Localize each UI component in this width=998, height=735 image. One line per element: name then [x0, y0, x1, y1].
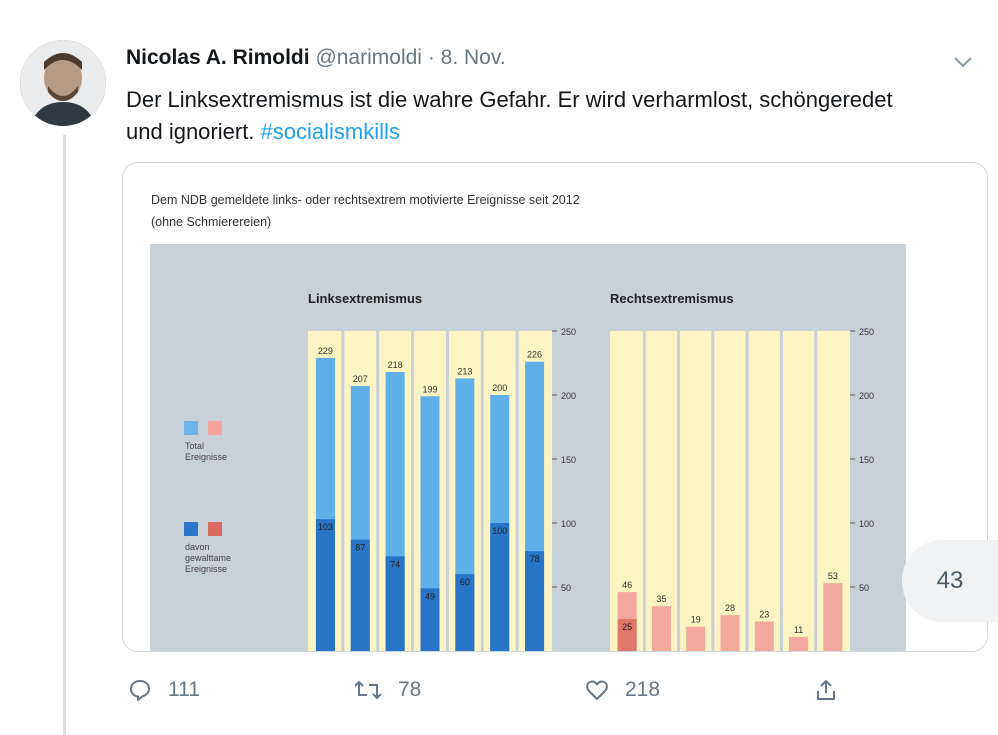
legend-swatch [184, 522, 198, 536]
media-card[interactable]: Dem NDB gemeldete links- oder rechtsextr… [122, 162, 988, 652]
legend-swatch [208, 522, 222, 536]
reply-count: 111 [168, 678, 200, 701]
bar-total-label: 218 [388, 360, 403, 370]
legend-label: Total [185, 441, 204, 451]
legend-swatch [184, 421, 198, 435]
avatar[interactable] [20, 40, 106, 126]
legend-label: davon [185, 542, 210, 552]
bar-total-label: 213 [457, 366, 472, 376]
bar-violent [490, 523, 510, 651]
heart-icon [586, 680, 608, 700]
bar-total [789, 636, 809, 651]
bar-violent-label: 103 [318, 522, 333, 532]
bar-violent-label: 78 [530, 554, 540, 564]
bar-total [754, 621, 774, 651]
y-tick-label: 250 [561, 327, 576, 337]
legend-label: gewalttame [185, 553, 231, 563]
author-handle[interactable]: @narimoldi [315, 46, 422, 69]
bar-violent-label: 25 [622, 622, 632, 632]
tweet-date[interactable]: 8. Nov. [440, 46, 506, 69]
legend-label: Ereignisse [185, 564, 227, 574]
bar-total-label: 53 [828, 571, 838, 581]
y-tick-label: 100 [561, 519, 576, 529]
chart: Dem NDB gemeldete links- oder rechtsextr… [123, 163, 987, 651]
bar-total-label: 28 [725, 603, 735, 613]
bar-total-label: 35 [656, 594, 666, 604]
chart-title: Dem NDB gemeldete links- oder rechtsextr… [151, 193, 580, 207]
bar-violent [617, 619, 637, 651]
bar-violent [315, 519, 335, 651]
panel-title: Linksextremismus [308, 291, 422, 306]
reply-icon [130, 680, 150, 701]
retweet-button[interactable]: 78 [354, 678, 421, 702]
bar-total [686, 626, 706, 651]
bar-violent [420, 588, 440, 651]
y-tick-label: 100 [859, 519, 874, 529]
chart-subtitle: (ohne Schmierereien) [151, 215, 271, 229]
tweet-header: Nicolas A. Rimoldi @narimoldi · 8. Nov. [126, 46, 506, 70]
bar-total [420, 396, 440, 651]
media-count: 43 [936, 567, 964, 594]
retweet-icon [354, 680, 382, 700]
bar-violent [350, 539, 370, 651]
bar-total [651, 606, 671, 651]
share-button[interactable] [814, 678, 854, 702]
bar-total-label: 199 [422, 384, 437, 394]
plot-area [610, 331, 850, 651]
bar-total-label: 207 [353, 374, 368, 384]
y-tick-label: 150 [859, 455, 874, 465]
bar-total-label: 229 [318, 346, 333, 356]
tweet-text: Der Linksextremismus ist die wahre Gefah… [126, 84, 926, 148]
avatar-portrait [20, 40, 106, 126]
bar-violent-label: 49 [425, 591, 435, 601]
tweet-body: Der Linksextremismus ist die wahre Gefah… [126, 87, 893, 144]
retweet-count: 78 [398, 678, 422, 701]
y-tick-label: 200 [859, 391, 874, 401]
bar-violent-label: 60 [460, 577, 470, 587]
y-tick-label: 150 [561, 455, 576, 465]
chevron-down-icon[interactable] [950, 52, 976, 72]
bar-violent-label: 87 [355, 543, 365, 553]
bar-total-label: 23 [759, 610, 769, 620]
bar-total [720, 615, 740, 651]
bar-total-label: 19 [691, 615, 701, 625]
bar-violent-label: 100 [492, 526, 507, 536]
bar-total-label: 11 [794, 625, 803, 635]
like-count: 218 [625, 678, 661, 701]
thread-line [63, 135, 66, 735]
bar-violent [385, 556, 405, 651]
separator: · [427, 46, 435, 69]
share-icon [817, 679, 835, 700]
legend-swatch [208, 421, 222, 435]
panel-title: Rechtsextremismus [610, 291, 734, 306]
legend-label: Ereignisse [185, 452, 227, 462]
bar-total [823, 583, 843, 651]
bar-violent-label: 74 [390, 559, 400, 569]
bar-total-label: 226 [527, 350, 542, 360]
reply-button[interactable]: 111 [128, 678, 200, 702]
hashtag-link[interactable]: #socialismkills [260, 119, 400, 144]
bar-total-label: 46 [622, 580, 632, 590]
y-tick-label: 250 [859, 327, 874, 337]
y-tick-label: 200 [561, 391, 576, 401]
bar-violent [525, 551, 545, 651]
media-count-badge[interactable]: 43 [902, 540, 998, 622]
author-name[interactable]: Nicolas A. Rimoldi [126, 46, 310, 69]
bar-violent [455, 574, 475, 651]
y-tick-label: 50 [859, 583, 869, 593]
like-button[interactable]: 218 [585, 678, 660, 702]
bar-total-label: 200 [492, 383, 507, 393]
y-tick-label: 50 [561, 583, 571, 593]
action-bar: 111 78 218 [0, 672, 998, 716]
